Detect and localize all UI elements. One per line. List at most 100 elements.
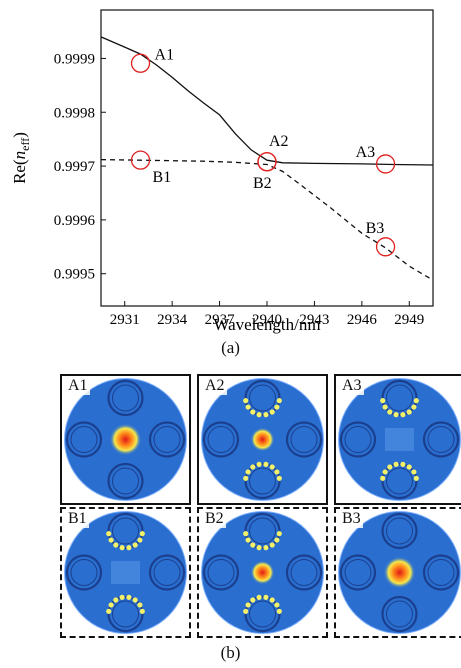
ring-hotspot: [406, 464, 412, 470]
ring-hotspot: [393, 412, 399, 418]
marker-circle-b1: [130, 150, 151, 170]
air-hole-ring: [422, 421, 460, 458]
air-hole-ring: [65, 421, 103, 458]
ring-hotspot: [119, 545, 125, 551]
air-hole-inner: [386, 517, 413, 545]
ring-hotspot: [263, 461, 269, 467]
series-line-dashed: [100, 158, 434, 281]
core-hotspot: [383, 556, 416, 589]
ring-hotspot: [132, 542, 138, 548]
x-tick-label: 2949: [394, 312, 424, 328]
air-hole-inner: [249, 517, 276, 545]
air-hole-ring: [285, 421, 323, 458]
ring-hotspot: [139, 608, 145, 614]
annotation-b1: B1: [153, 169, 172, 186]
air-hole-inner: [153, 426, 181, 453]
ring-hotspot: [256, 412, 262, 418]
y-tick-label: 0.9998: [54, 105, 95, 121]
caption-b: (b): [220, 643, 241, 662]
ring-hotspot: [243, 475, 249, 481]
ring-hotspot: [382, 404, 388, 410]
air-hole-inner: [290, 559, 318, 586]
core-hotspot: [250, 427, 275, 452]
air-hole-ring: [381, 595, 418, 633]
air-hole-inner: [112, 384, 139, 412]
air-hole-inner: [153, 559, 181, 586]
mode-panel-a3: A3: [334, 374, 461, 505]
marker-circle-a3: [375, 154, 396, 174]
ring-hotspot: [263, 594, 269, 600]
mode-panel-label: B1: [66, 510, 89, 528]
core-hotspot: [109, 423, 142, 456]
core-region: [111, 561, 140, 584]
air-hole-ring: [381, 379, 418, 417]
field-map: [201, 511, 324, 634]
air-hole-ring: [422, 554, 460, 591]
air-hole-inner: [112, 517, 139, 545]
air-hole-ring: [65, 554, 103, 591]
mode-panel-a1: A1: [60, 374, 191, 505]
air-hole-inner: [386, 384, 413, 412]
field-map: [338, 511, 461, 634]
ring-hotspot: [106, 531, 112, 537]
ring-hotspot: [245, 602, 251, 608]
air-hole-ring: [148, 554, 186, 591]
ring-hotspot: [387, 409, 393, 415]
mode-panel-a2: A2: [197, 374, 328, 505]
ring-hotspot: [411, 469, 417, 475]
air-hole-inner: [427, 559, 455, 586]
ring-hotspot: [263, 545, 269, 551]
ring-hotspot: [382, 469, 388, 475]
ring-hotspot: [250, 409, 256, 415]
caption-a: (a): [221, 338, 240, 357]
ring-hotspot: [276, 475, 282, 481]
air-hole-inner: [249, 600, 276, 628]
ring-hotspot: [126, 594, 132, 600]
ring-hotspot: [269, 542, 275, 548]
field-map: [64, 511, 187, 634]
ring-hotspot: [113, 597, 119, 603]
series-line-solid: [100, 36, 434, 166]
ring-hotspot: [106, 608, 112, 614]
air-hole-inner: [249, 467, 276, 495]
air-hole-inner: [70, 559, 98, 586]
y-tick-label: 0.9997: [54, 159, 96, 175]
ring-hotspot: [393, 461, 399, 467]
ring-hotspot: [276, 398, 282, 404]
air-hole-inner: [386, 600, 413, 628]
ring-hotspot: [245, 537, 251, 543]
air-hole-ring: [285, 554, 323, 591]
ring-hotspot: [413, 398, 419, 404]
core-region: [385, 428, 414, 451]
plot-area: [100, 9, 434, 307]
air-hole-ring: [107, 379, 144, 417]
annotation-a1: A1: [155, 46, 175, 63]
air-hole-inner: [207, 426, 235, 453]
core-hotspot: [250, 560, 275, 585]
ring-hotspot: [113, 542, 119, 548]
annotation-b2: B2: [253, 175, 272, 192]
air-hole-ring: [381, 512, 418, 550]
air-hole-inner: [427, 426, 455, 453]
ring-hotspot: [380, 398, 386, 404]
x-tick-label: 2940: [252, 312, 282, 328]
ring-hotspot: [274, 602, 280, 608]
ring-hotspot: [380, 475, 386, 481]
ring-hotspot: [400, 461, 406, 467]
ring-hotspot: [400, 412, 406, 418]
x-tick-label: 2937: [205, 312, 236, 328]
marker-circle-a1: [130, 53, 151, 73]
ring-hotspot: [256, 545, 262, 551]
ring-hotspot: [250, 464, 256, 470]
field-map: [201, 378, 324, 501]
air-hole-ring: [244, 512, 281, 550]
line-chart: 2931 2934 2937 2940 2943 2946 2949 0.9995 0.9996…: [10, 9, 434, 334]
ring-hotspot: [269, 464, 275, 470]
x-axis-label: Wavelength/nm: [213, 315, 320, 334]
air-hole-ring: [381, 462, 418, 500]
ring-hotspot: [274, 404, 280, 410]
mode-panel-label: B2: [203, 510, 226, 528]
mode-panel-b1: B1: [60, 507, 191, 638]
y-tick-label: 0.9999: [54, 51, 95, 67]
air-hole-ring: [244, 379, 281, 417]
